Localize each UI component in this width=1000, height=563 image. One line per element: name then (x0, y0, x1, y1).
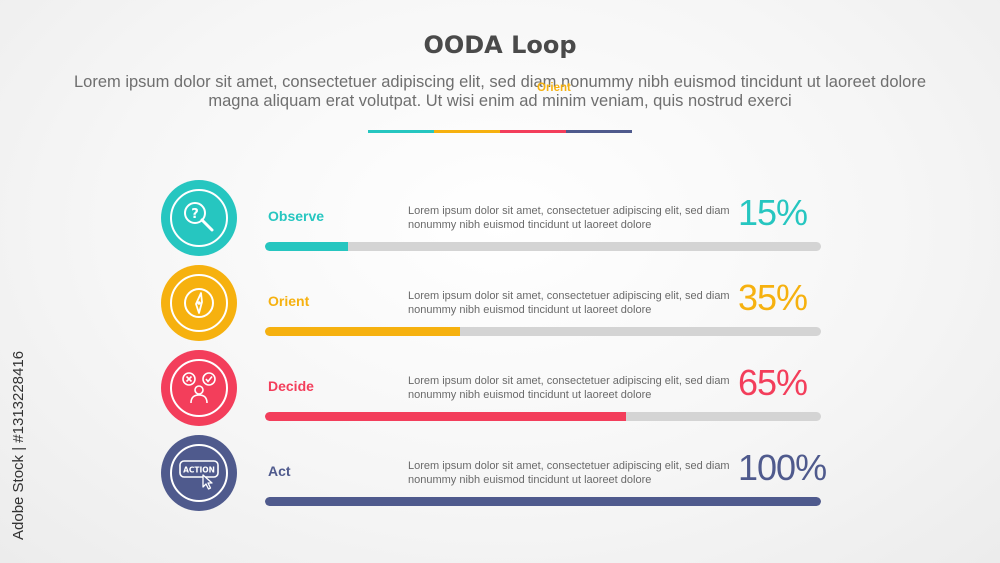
ooda-row-act: ACTION Act Lorem ipsum dolor sit amet, c… (0, 433, 1000, 518)
act-progress-fill (265, 497, 821, 506)
observe-progress-track (265, 242, 821, 251)
observe-progress-fill (265, 242, 349, 251)
act-circle: ACTION (161, 435, 237, 511)
divider-segment-navy (566, 130, 632, 133)
ooda-row-orient: Orient Lorem ipsum dolor sit amet, conse… (0, 263, 1000, 348)
observe-percent: 15% (738, 192, 808, 233)
stock-watermark: Adobe Stock | #1313228416 (10, 350, 27, 540)
action-button-icon: ACTION (179, 460, 219, 490)
observe-circle: ? (161, 180, 237, 256)
orient-description: Lorem ipsum dolor sit amet, consectetuer… (408, 290, 730, 316)
act-description: Lorem ipsum dolor sit amet, consectetuer… (408, 460, 730, 486)
page-title: OODA Loop (423, 31, 577, 59)
act-progress-track (265, 497, 821, 506)
decide-percent: 65% (738, 362, 808, 403)
divider-segment-teal (368, 130, 434, 133)
svg-text:?: ? (191, 207, 199, 222)
decide-progress-track (265, 412, 821, 421)
decision-person-icon (182, 372, 216, 404)
magnifier-question-icon: ? (184, 202, 214, 232)
decide-description: Lorem ipsum dolor sit amet, consectetuer… (408, 375, 730, 401)
act-percent: 100% (738, 447, 827, 488)
title-divider (368, 130, 632, 133)
orient-progress-fill (265, 327, 460, 336)
orient-progress-track (265, 327, 821, 336)
orient-circle (161, 265, 237, 341)
act-label: Act (268, 463, 291, 479)
orient-overlay-label: Orient (537, 82, 571, 94)
divider-segment-red (500, 130, 566, 133)
compass-icon (184, 288, 214, 318)
observe-description: Lorem ipsum dolor sit amet, consectetuer… (408, 205, 730, 231)
decide-label: Decide (268, 378, 314, 394)
orient-label: Orient (268, 293, 310, 309)
orient-percent: 35% (738, 277, 808, 318)
decide-progress-fill (265, 412, 627, 421)
ooda-row-observe: ? Observe Lorem ipsum dolor sit amet, co… (0, 178, 1000, 263)
page-subtitle: Lorem ipsum dolor sit amet, consectetuer… (73, 73, 927, 110)
action-icon-text: ACTION (183, 466, 215, 475)
divider-segment-yellow (434, 130, 500, 133)
decide-circle (161, 350, 237, 426)
observe-label: Observe (268, 208, 325, 224)
ooda-row-decide: Decide Lorem ipsum dolor sit amet, conse… (0, 348, 1000, 433)
